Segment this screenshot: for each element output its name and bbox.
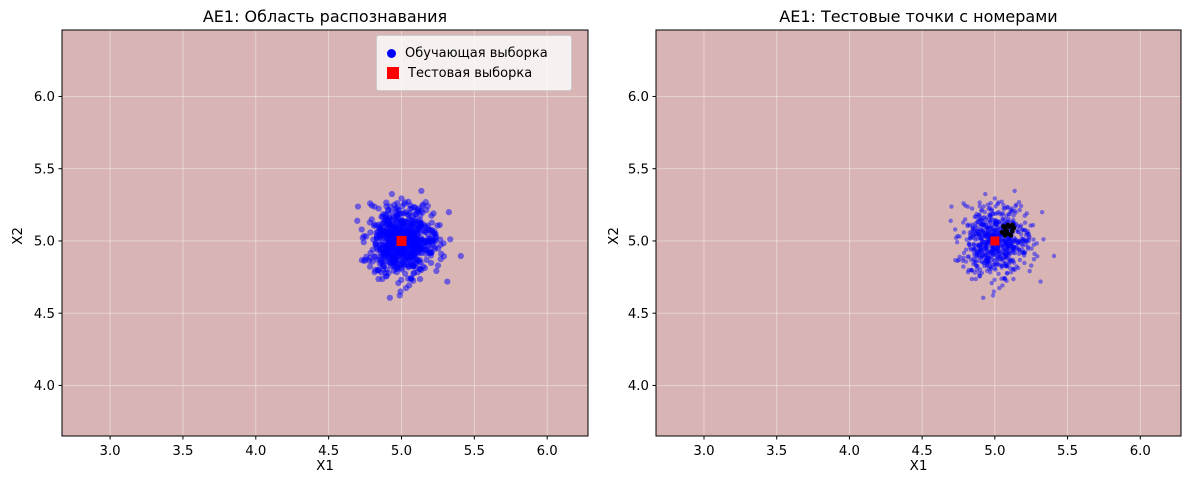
x-tick-label: 3.5 [172, 444, 193, 459]
y-tick-label: 4.0 [34, 379, 55, 394]
x-tick-label: 5.0 [984, 444, 1005, 459]
y-tick-label: 5.0 [34, 235, 55, 250]
x-tick-label: 4.5 [912, 444, 933, 459]
chart-1: 3.0 3.5 4.0 4.5 5.0 5.5 6.0 4.0 4.5 5.0 5.5 6.0 [628, 29, 1182, 459]
series-test-sample [990, 236, 1000, 246]
x-tick-label: 4.5 [318, 444, 339, 459]
x-tick-label: 6.0 [1130, 444, 1151, 459]
decision-region [62, 30, 588, 436]
chart-0: 3.0 3.5 4.0 4.5 5.0 5.5 6.0 4.0 4.5 5.0 5.5 6.0 [34, 29, 589, 459]
y-tick-label: 6.0 [628, 90, 649, 105]
axes-frame [61, 29, 589, 437]
x-tick-label: 5.5 [464, 444, 485, 459]
x-tick-label: 3.5 [766, 444, 787, 459]
x-axis-label-left: X1 [316, 458, 334, 474]
x-tick-label: 6.0 [537, 444, 558, 459]
y-tick-label: 4.0 [628, 379, 649, 394]
legend-marker-circle-icon [387, 48, 396, 58]
x-tick-label: 4.0 [245, 444, 266, 459]
axes-frame [655, 29, 1182, 437]
y-tick-label: 5.5 [628, 162, 649, 177]
decision-region [656, 30, 1181, 436]
y-tick-label: 4.5 [34, 307, 55, 322]
x-tick-label: 3.0 [100, 444, 121, 459]
series-test-point-number-labels [999, 222, 1017, 238]
x-tick-label: 5.0 [391, 444, 412, 459]
chart-title-left: AE1: Область распознавания [202, 7, 448, 26]
x-axis-label-right: X1 [909, 458, 928, 474]
legend-marker-square-icon [387, 67, 399, 79]
y-tick-label: 5.0 [628, 235, 649, 250]
legend-item-test: Тестовая выборка [387, 63, 561, 83]
x-tick-label: 3.0 [693, 444, 714, 459]
series-test-sample [396, 235, 407, 246]
x-tick-label: 5.5 [1057, 444, 1078, 459]
legend-label-training: Обучающая выборка [405, 45, 548, 61]
legend-item-training: Обучающая выборка [387, 43, 561, 63]
y-tick-label: 4.5 [628, 307, 649, 322]
chart-title-right: AE1: Тестовые точки с номерами [779, 7, 1058, 26]
y-axis-label-left: X2 [10, 227, 26, 245]
y-tick-label: 6.0 [34, 90, 55, 105]
y-axis-label-right: X2 [606, 227, 622, 245]
legend-label-test: Тестовая выборка [408, 65, 533, 81]
legend: Обучающая выборка Тестовая выборка [376, 35, 572, 91]
y-tick-label: 5.5 [34, 162, 55, 177]
x-tick-label: 4.0 [839, 444, 860, 459]
